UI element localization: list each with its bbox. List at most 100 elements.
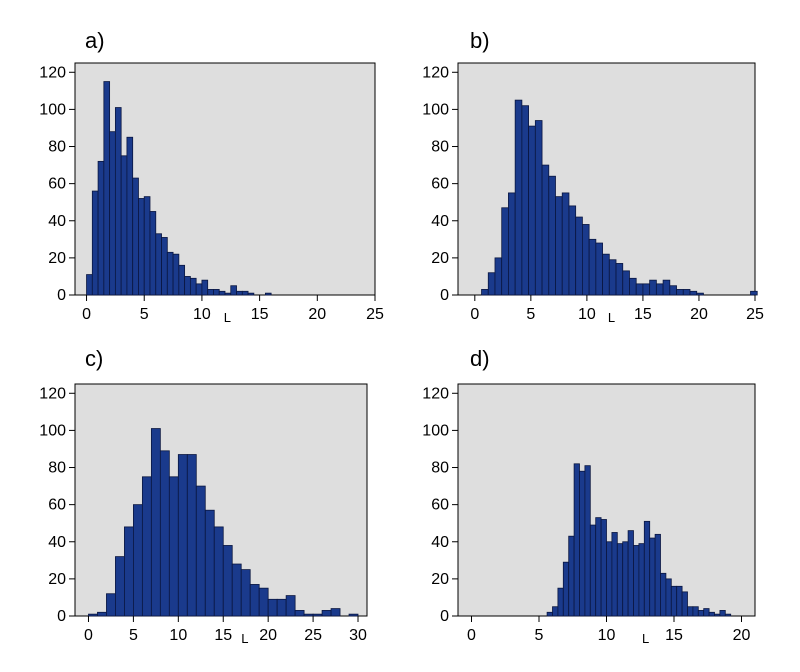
y-tick-label: 40 <box>431 534 449 551</box>
histogram-bar <box>501 207 509 296</box>
histogram-bar <box>247 292 255 296</box>
x-tick-label: 20 <box>690 306 708 323</box>
x-axis-label: L <box>608 310 615 325</box>
y-tick-label: 120 <box>422 64 449 81</box>
y-tick-label: 80 <box>431 139 449 156</box>
histogram-bar <box>103 81 111 296</box>
histogram-bar <box>132 504 143 617</box>
histogram-bar <box>714 613 721 617</box>
histogram-bar <box>348 613 359 617</box>
histogram-bar <box>589 524 597 617</box>
histogram-bar <box>241 290 249 296</box>
histogram-bar <box>514 99 523 296</box>
y-tick-label: 20 <box>431 250 449 267</box>
histogram-bar <box>195 283 203 296</box>
y-tick-label: 60 <box>48 497 66 514</box>
histogram-bar <box>627 530 634 617</box>
histogram-bar <box>616 543 624 617</box>
histogram-bar <box>201 279 209 296</box>
histogram-bar <box>561 192 570 296</box>
y-tick-label: 120 <box>39 64 66 81</box>
histogram-bar <box>224 292 232 296</box>
histogram-bar <box>207 289 214 296</box>
y-tick-label: 100 <box>422 422 449 439</box>
x-tick-label: 15 <box>634 306 652 323</box>
y-tick-label: 0 <box>57 608 66 625</box>
histogram-bar <box>161 237 168 296</box>
histogram-bar <box>595 242 603 296</box>
y-tick-label: 20 <box>48 250 66 267</box>
histogram-bar <box>494 257 503 296</box>
histogram-bar <box>528 125 536 296</box>
histogram-bar <box>204 509 215 617</box>
histogram-bar <box>568 535 575 617</box>
histogram-bar <box>611 532 618 617</box>
histogram-bar <box>689 290 698 296</box>
y-tick-label: 120 <box>422 385 449 402</box>
histogram-bar <box>649 537 656 617</box>
x-tick-label: 5 <box>129 627 138 644</box>
x-tick-label: 0 <box>470 306 479 323</box>
histogram-bar <box>138 198 145 296</box>
histogram-bar <box>172 253 180 296</box>
histogram-bar <box>676 289 684 296</box>
histogram-bar <box>622 541 629 617</box>
histogram-bar <box>548 175 556 296</box>
histogram-bar <box>687 606 694 617</box>
histogram-bar <box>159 450 170 617</box>
histogram-bar <box>481 289 489 296</box>
histogram-bar <box>321 610 332 617</box>
histogram-bar <box>126 136 134 296</box>
histogram-bar <box>230 285 237 296</box>
histogram-bar <box>115 556 125 617</box>
y-tick-label: 20 <box>48 571 66 588</box>
histogram-bar <box>236 290 243 296</box>
histogram-bar <box>141 476 152 617</box>
histogram-bar <box>276 598 287 617</box>
histogram-bar <box>86 274 93 296</box>
histogram-bar <box>600 519 607 617</box>
histogram-bar <box>649 279 657 296</box>
histogram-bar <box>195 485 206 617</box>
y-tick-label: 60 <box>48 176 66 193</box>
x-tick-label: 5 <box>140 306 149 323</box>
histogram-bar <box>303 613 314 617</box>
histogram-bar <box>149 211 157 296</box>
histogram-bar <box>750 290 758 296</box>
histogram-bar <box>629 277 637 296</box>
histogram-bar <box>602 253 610 296</box>
histogram-bar <box>546 611 553 617</box>
histogram-bar <box>642 283 651 296</box>
y-tick-label: 80 <box>48 460 66 477</box>
histogram-bar <box>670 585 678 617</box>
histogram-bar <box>120 155 128 296</box>
histogram-bar <box>595 517 602 617</box>
panel-label: c) <box>85 346 103 371</box>
histogram-bar <box>654 533 661 617</box>
histogram-bar <box>681 591 688 617</box>
histogram-bar <box>132 177 139 296</box>
x-tick-label: 10 <box>193 306 211 323</box>
histogram-bar <box>708 611 715 617</box>
histogram-bar <box>114 107 122 296</box>
x-tick-label: 25 <box>304 627 322 644</box>
x-tick-label: 30 <box>349 627 367 644</box>
y-tick-label: 80 <box>431 460 449 477</box>
histogram-bar <box>719 610 726 617</box>
histogram-bar <box>155 233 162 296</box>
histogram-bar <box>168 476 179 617</box>
histogram-bar <box>724 613 732 617</box>
histogram-bar <box>330 608 341 617</box>
histogram-bar <box>487 272 496 296</box>
y-tick-label: 40 <box>48 213 66 230</box>
histogram-bar <box>143 196 151 296</box>
histogram-bar <box>655 283 664 296</box>
histogram-bar <box>606 541 613 617</box>
histogram-bar <box>124 526 134 617</box>
histogram-bar <box>541 164 550 296</box>
y-tick-label: 20 <box>431 571 449 588</box>
x-tick-label: 0 <box>82 306 91 323</box>
histogram-bar <box>534 120 543 296</box>
histogram-bar <box>312 613 323 617</box>
histogram-bar <box>568 205 577 296</box>
